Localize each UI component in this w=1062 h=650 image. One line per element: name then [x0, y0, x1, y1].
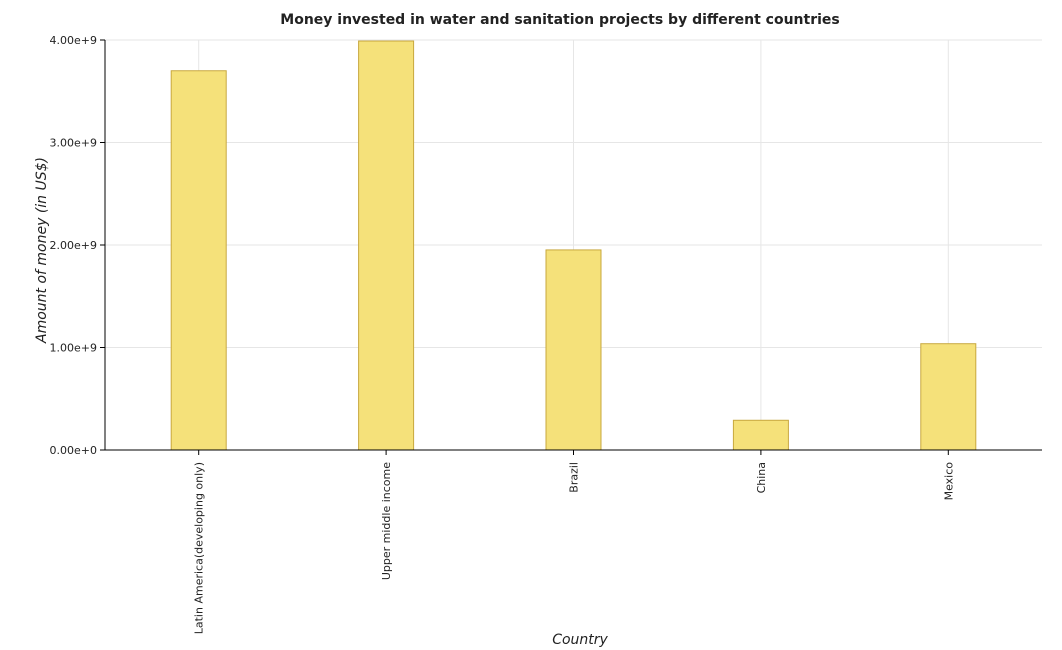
x-tick-label: Upper middle income: [380, 462, 393, 580]
bar-mexico: [920, 343, 977, 451]
chart-title: Money invested in water and sanitation p…: [280, 12, 839, 28]
y-tick-label: 1.00e+9: [50, 342, 97, 355]
axis-layer: 0.00e+0 1.00e+9 2.00e+9 3.00e+9 4.00e+9 Latin…: [50, 34, 1042, 634]
x-tick-label: Latin America(developing only): [193, 462, 206, 634]
x-tick-label: China: [755, 462, 768, 493]
bar-latin-america-developing-only: [170, 70, 227, 451]
bar-china: [732, 419, 789, 451]
bar-brazil: [545, 249, 602, 451]
y-axis-label: Amount of money (in US$): [34, 157, 50, 344]
x-axis-label: Country: [552, 632, 608, 648]
x-tick-label: Mexico: [942, 462, 955, 501]
y-tick-label: 2.00e+9: [50, 239, 97, 252]
bar-upper-middle-income: [358, 40, 415, 451]
y-tick-label: 3.00e+9: [50, 137, 97, 150]
y-tick-label: 0.00e+0: [50, 444, 97, 457]
x-tick-label: Brazil: [568, 462, 581, 493]
y-tick-label: 4.00e+9: [50, 34, 97, 47]
